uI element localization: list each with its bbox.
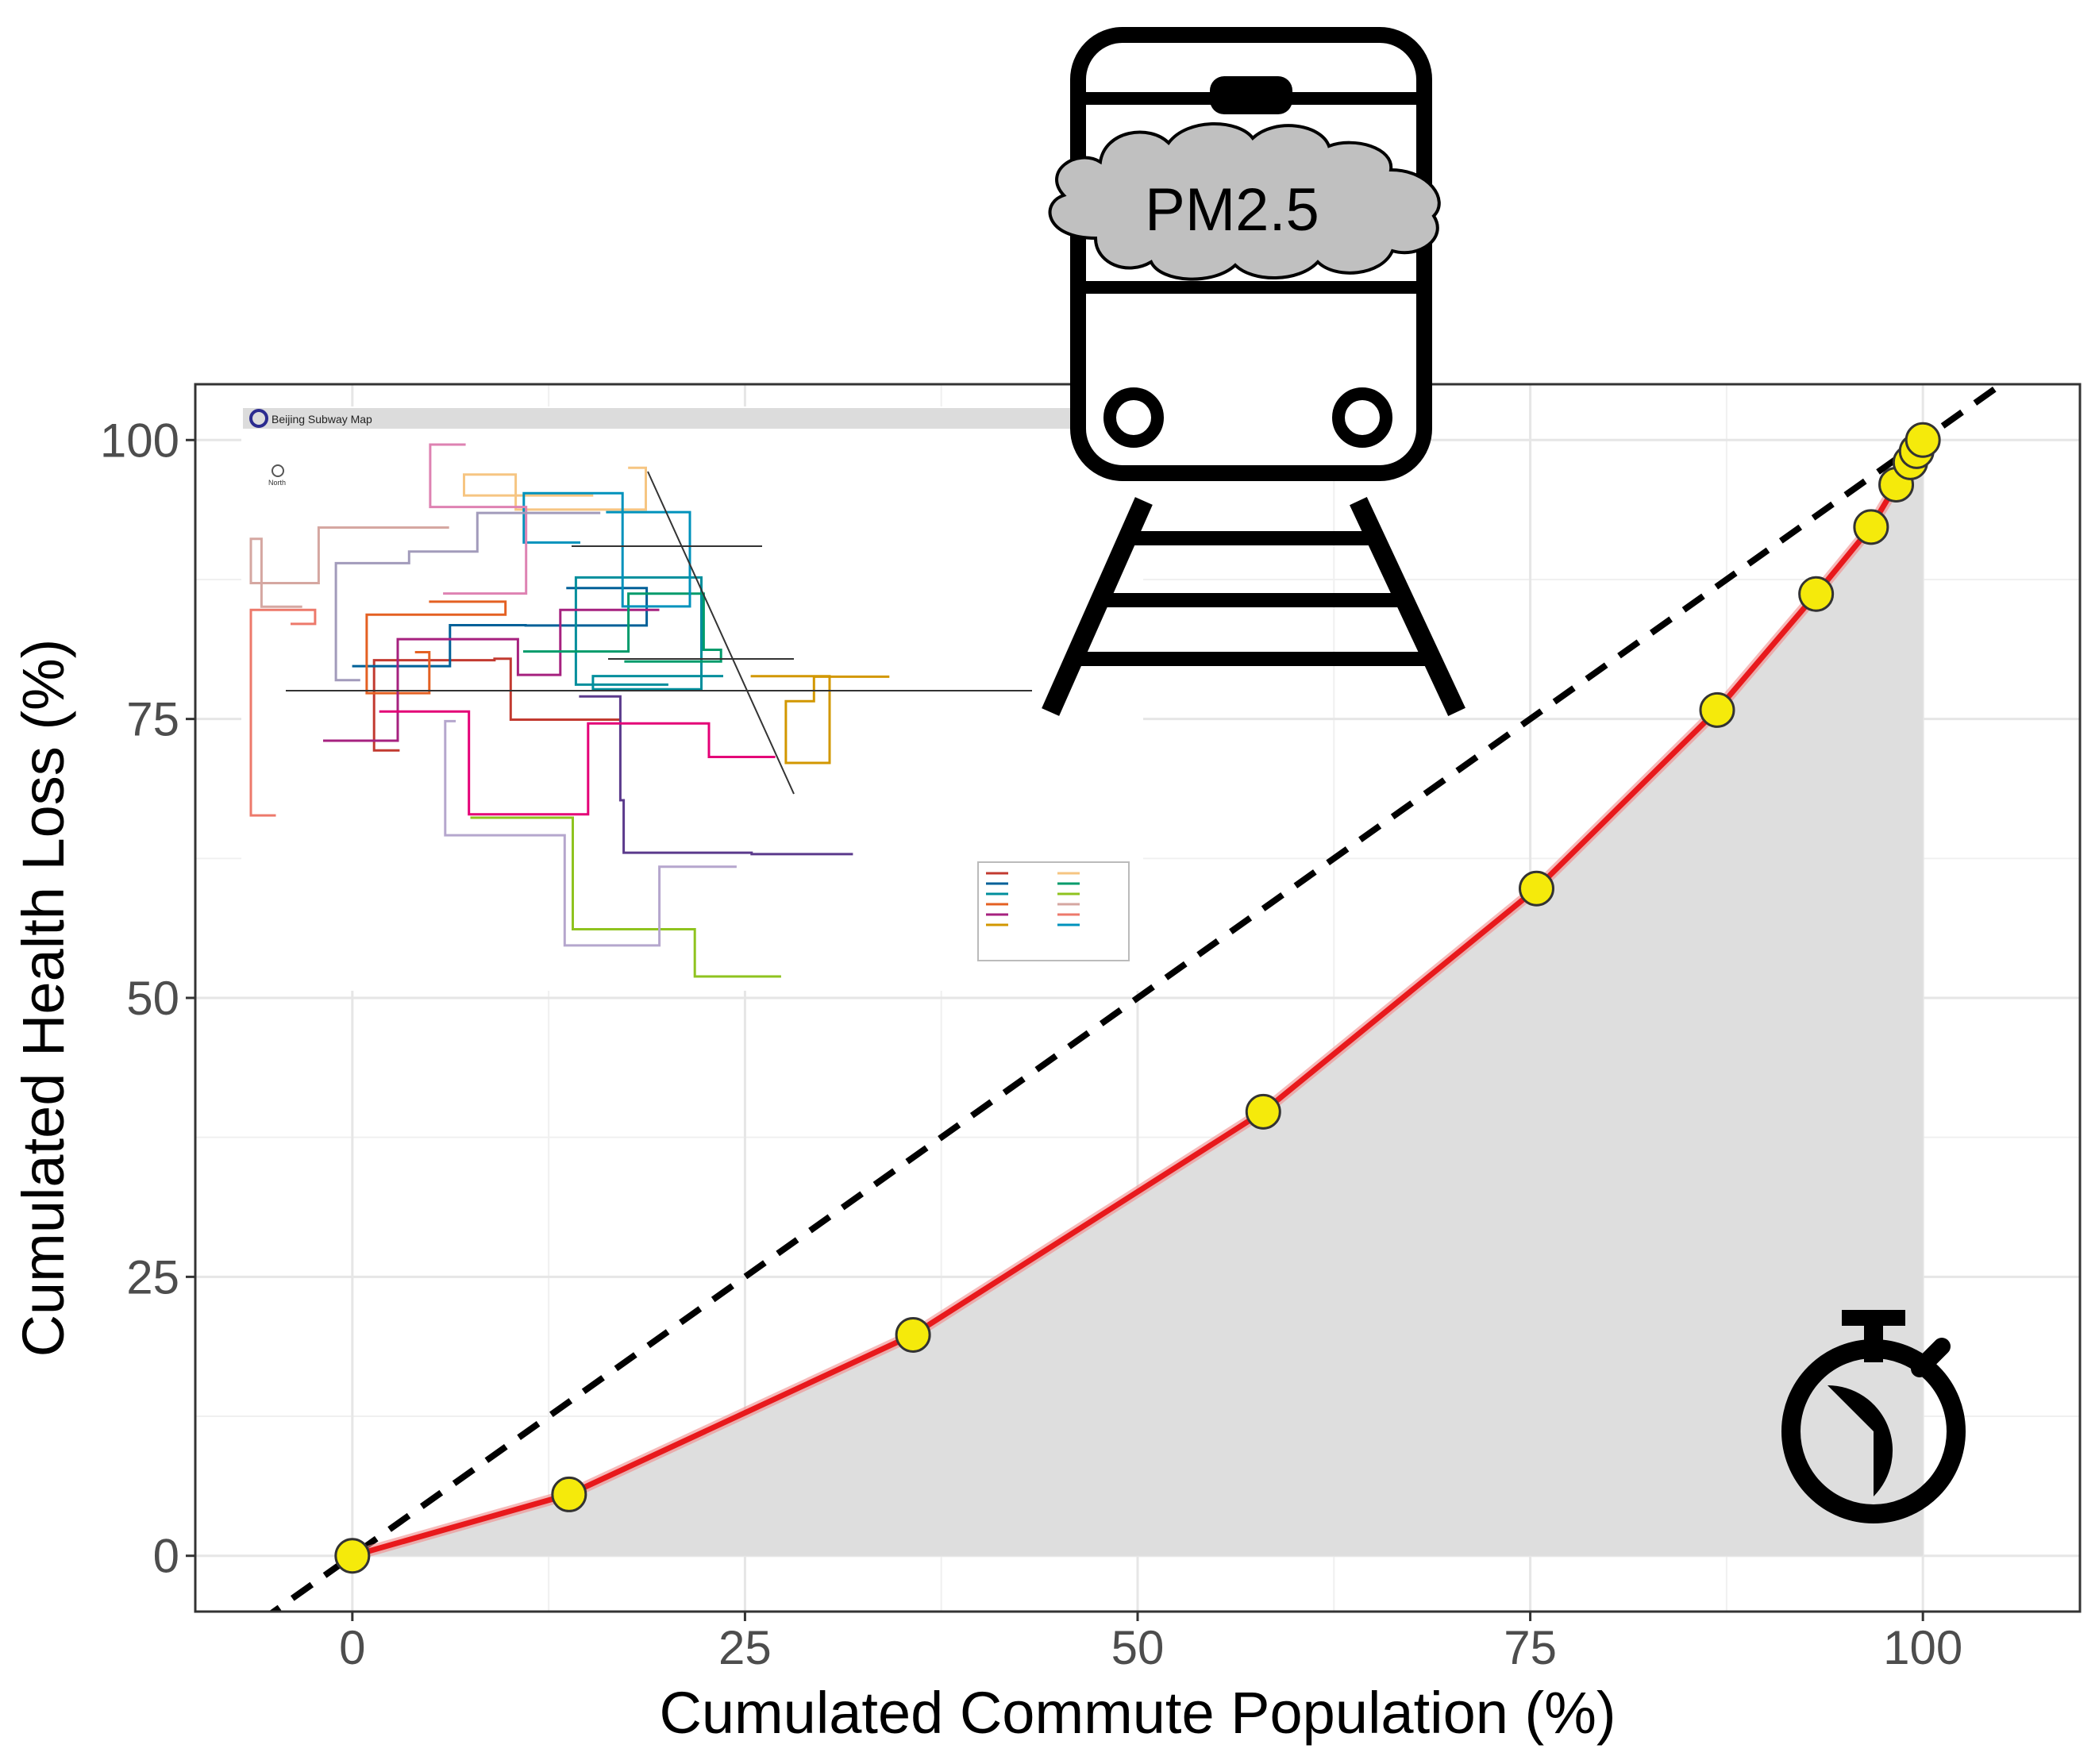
map-logo-icon (249, 409, 268, 428)
pm-cloud (1048, 122, 1441, 281)
stopwatch-icon (1781, 1310, 1966, 1523)
map-north-label: North (268, 479, 286, 487)
x-tick-label: 0 (339, 1621, 365, 1674)
map-line (429, 443, 528, 595)
y-tick-label: 50 (126, 972, 179, 1025)
map-line (444, 719, 737, 947)
y-tick-label: 75 (126, 693, 179, 746)
map-line (372, 657, 621, 752)
subway-map-image: Beijing Subway Map North (241, 406, 1143, 991)
map-line (574, 576, 723, 691)
map-line (647, 471, 795, 795)
data-point (1798, 576, 1835, 612)
map-line (334, 511, 601, 682)
y-tick-label: 0 (153, 1530, 179, 1583)
y-tick-label: 25 (126, 1250, 179, 1304)
data-point (1245, 1093, 1281, 1130)
map-lines (249, 443, 1032, 978)
data-point (334, 1538, 371, 1574)
map-line (379, 710, 776, 816)
x-axis-label: Cumulated Commute Population (%) (659, 1680, 1616, 1746)
data-point (1518, 870, 1554, 907)
compass-icon (272, 464, 284, 477)
data-point (551, 1476, 587, 1512)
axes: 0 25 50 75 100 0 25 50 75 100 (100, 414, 1962, 1674)
x-tick-label: 100 (1883, 1621, 1962, 1674)
equality-line (268, 384, 2007, 1612)
y-tick-label: 100 (100, 414, 179, 467)
map-line (470, 816, 781, 978)
map-line (365, 600, 507, 695)
series (334, 422, 1941, 1574)
map-line (463, 466, 647, 511)
data-point (1853, 509, 1889, 545)
map-line (522, 491, 691, 608)
map-line (579, 695, 853, 856)
x-tick-label: 75 (1504, 1621, 1557, 1674)
map-title: Beijing Subway Map (272, 413, 372, 426)
map-line (249, 608, 317, 817)
map-line (323, 608, 660, 742)
map-line (249, 526, 449, 608)
y-axis-label: Cumulated Health Loss (%) (10, 639, 76, 1358)
train-icon: PM2.5 (1042, 27, 1465, 716)
pm-label: PM2.5 (1145, 176, 1319, 244)
x-tick-label: 25 (718, 1621, 772, 1674)
data-point (1699, 691, 1735, 728)
x-tick-label: 50 (1111, 1621, 1165, 1674)
area-fill (352, 440, 1924, 1556)
map-legend-rows (986, 872, 1080, 926)
data-point (1905, 422, 1941, 458)
reference-line (268, 384, 2007, 1612)
data-point (895, 1316, 931, 1353)
map-legend (977, 861, 1130, 961)
area-under-curve (352, 440, 1924, 1556)
